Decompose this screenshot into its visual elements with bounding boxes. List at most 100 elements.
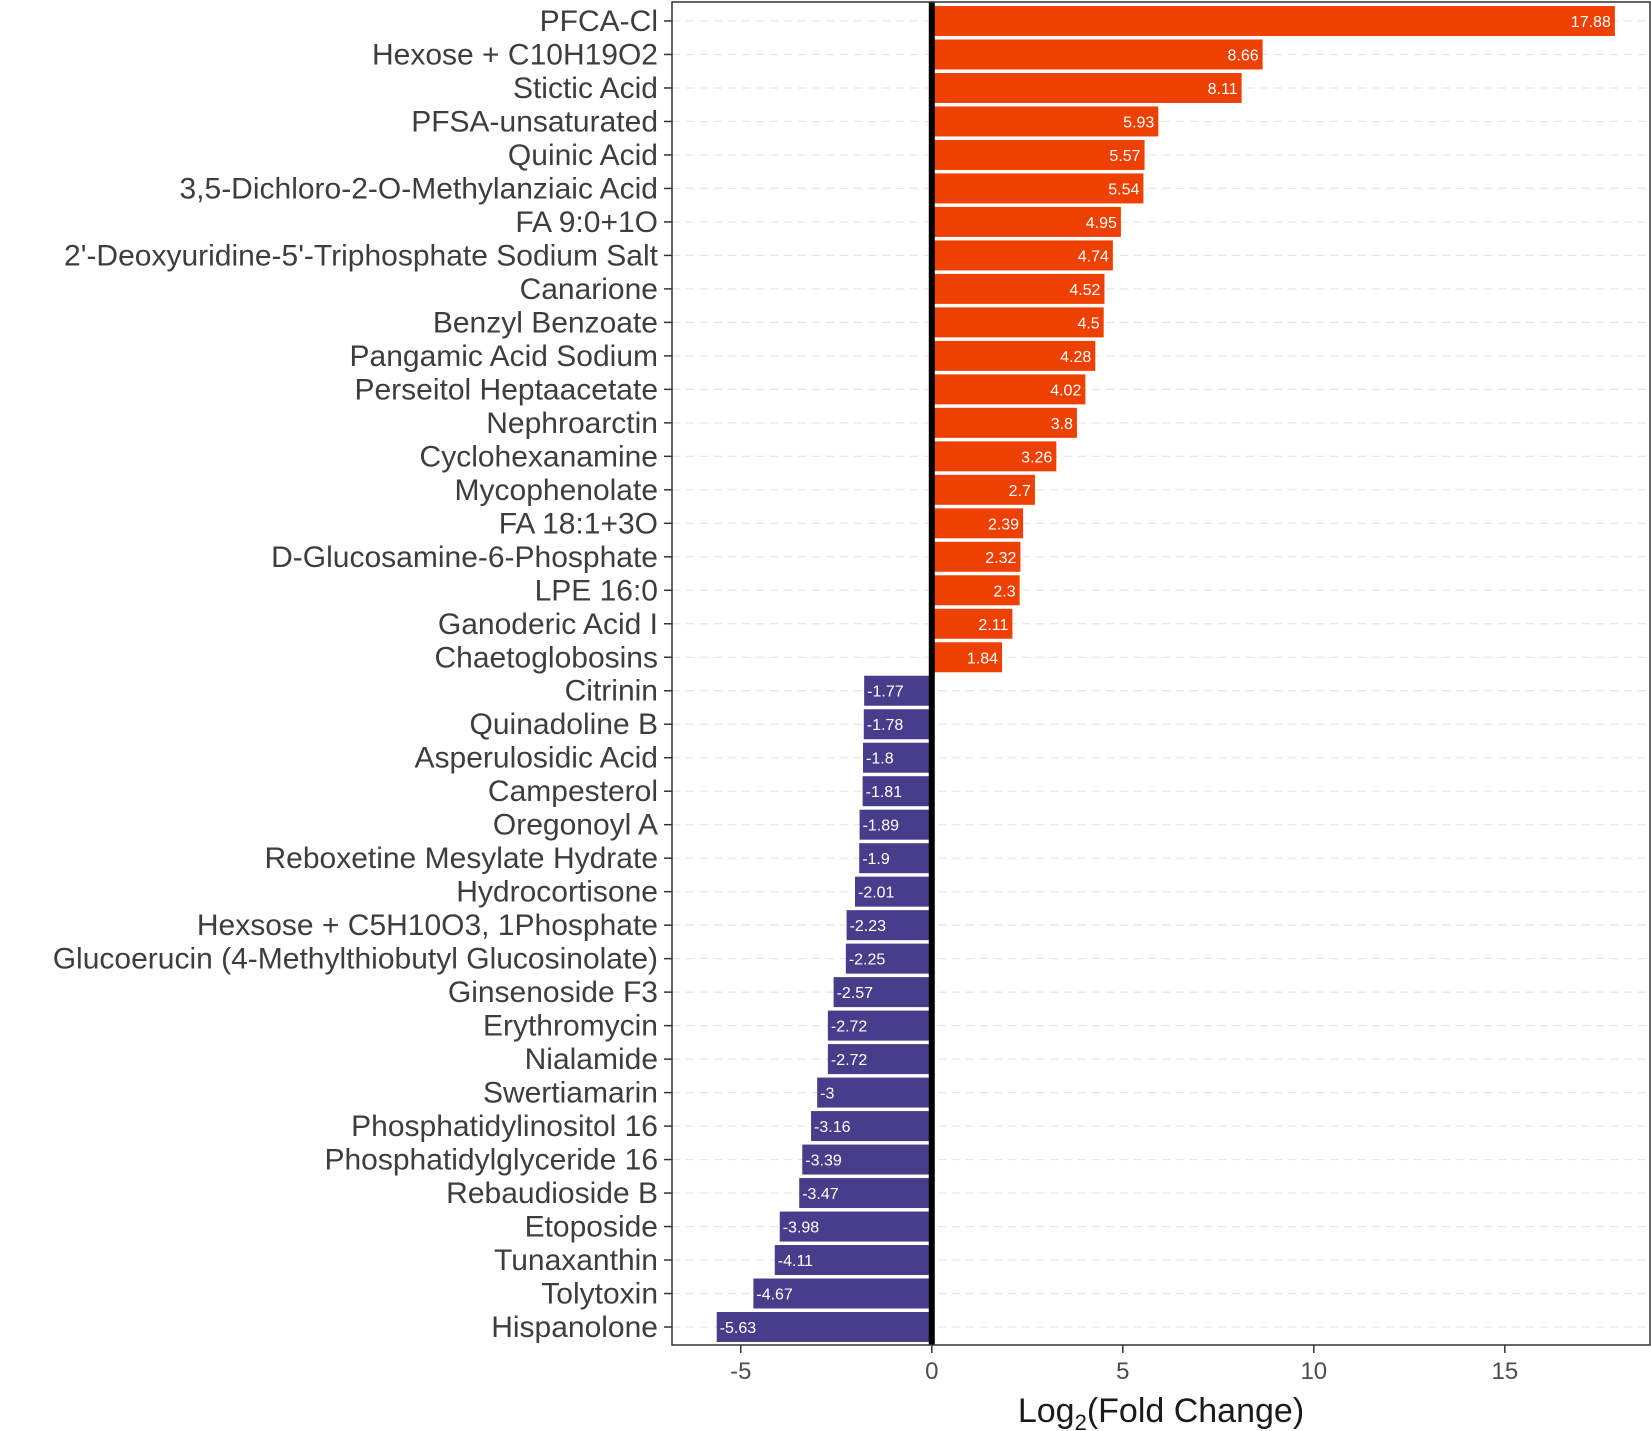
- bar: [774, 1245, 932, 1276]
- bar: [931, 206, 1121, 237]
- value-label: -3.98: [783, 1220, 820, 1237]
- value-label: 8.66: [1227, 47, 1258, 64]
- bar: [753, 1278, 932, 1309]
- category-label: Chaetoglobosins: [435, 641, 659, 674]
- value-label-layer: 17.88 8.66 8.11 5.93 5.57 5.54 4.95 4.74 4.52 4.5…: [720, 14, 1611, 1337]
- bar: [863, 742, 932, 773]
- bar: [931, 642, 1003, 673]
- value-label: 2.7: [1009, 483, 1031, 500]
- category-label: Phosphatidylglyceride 16: [324, 1144, 658, 1177]
- value-label: -2.25: [849, 952, 886, 969]
- category-label: Hydrocortisone: [456, 876, 658, 909]
- value-label: -1.89: [863, 818, 900, 835]
- value-label: 2.11: [978, 617, 1008, 634]
- value-label: 2.39: [988, 516, 1019, 533]
- bar: [854, 876, 932, 907]
- category-label: Asperulosidic Acid: [415, 742, 658, 775]
- bar: [846, 910, 932, 941]
- bar: [931, 407, 1077, 438]
- value-label: -3: [820, 1086, 834, 1103]
- bar: [859, 843, 932, 874]
- category-label: Tunaxanthin: [494, 1244, 658, 1277]
- category-label: Hexose + C10H19O2: [372, 38, 658, 71]
- category-label: Hispanolone: [491, 1311, 658, 1344]
- value-label: -5.63: [720, 1320, 757, 1337]
- value-label: -3.39: [805, 1153, 842, 1170]
- bar: [862, 776, 932, 807]
- category-label: 2'-Deoxyuridine-5'-Triphosphate Sodium S…: [64, 239, 659, 272]
- bar: [931, 106, 1159, 137]
- bar-layer: [716, 6, 1615, 1342]
- value-label: 4.74: [1078, 248, 1109, 265]
- x-tick-label: 0: [925, 1358, 938, 1385]
- bar: [931, 173, 1144, 204]
- value-label: -4.67: [756, 1287, 793, 1304]
- category-label: PFCA-Cl: [540, 5, 658, 38]
- bar: [799, 1178, 932, 1209]
- category-label: PFSA-unsaturated: [411, 105, 658, 138]
- value-label: -1.77: [867, 684, 904, 701]
- category-label: Erythromycin: [483, 1010, 658, 1043]
- bar: [931, 441, 1057, 472]
- category-label: FA 18:1+3O: [499, 507, 658, 540]
- plot-panel: [672, 2, 1650, 1345]
- bar: [864, 675, 932, 706]
- bar: [931, 72, 1242, 103]
- bar: [931, 240, 1113, 271]
- value-label: -2.57: [837, 985, 874, 1002]
- value-label: 17.88: [1571, 14, 1611, 31]
- value-label: -1.8: [866, 751, 894, 768]
- x-tick-label: 15: [1491, 1358, 1518, 1385]
- category-label: Reboxetine Mesylate Hydrate: [264, 842, 658, 875]
- value-label: -1.78: [867, 717, 904, 734]
- x-tick-label: 10: [1300, 1358, 1327, 1385]
- category-label: Phosphatidylinositol 16: [351, 1110, 658, 1143]
- category-label: Benzyl Benzoate: [433, 306, 658, 339]
- bar: [931, 608, 1013, 639]
- value-label: -1.9: [862, 851, 890, 868]
- bar: [827, 1044, 932, 1075]
- category-label: Quinic Acid: [508, 139, 658, 172]
- value-label: 4.95: [1086, 215, 1117, 232]
- category-label: Rebaudioside B: [446, 1177, 658, 1210]
- category-label: Hexsose + C5H10O3, 1Phosphate: [197, 909, 658, 942]
- category-label: LPE 16:0: [535, 574, 658, 607]
- bar: [931, 39, 1263, 70]
- bar: [845, 943, 932, 974]
- value-label: -4.11: [778, 1253, 813, 1270]
- bar: [817, 1077, 932, 1108]
- bar: [931, 6, 1615, 36]
- category-label: Quinadoline B: [470, 708, 658, 741]
- category-label: Nephroarctin: [486, 407, 658, 440]
- value-label: 1.84: [967, 650, 998, 667]
- x-axis-title: Log2(Fold Change): [1018, 1392, 1304, 1431]
- bar: [931, 575, 1020, 606]
- value-label: 5.54: [1108, 181, 1139, 198]
- category-label: Pangamic Acid Sodium: [350, 340, 659, 373]
- value-label: -2.72: [831, 1019, 868, 1036]
- category-label: Stictic Acid: [513, 72, 658, 105]
- bar: [931, 273, 1105, 304]
- bar: [931, 541, 1021, 572]
- bar: [833, 977, 932, 1008]
- value-label: -3.16: [814, 1119, 851, 1136]
- value-label: 4.5: [1077, 315, 1099, 332]
- bar: [779, 1211, 932, 1242]
- category-label: Swertiamarin: [483, 1077, 658, 1110]
- bar: [859, 809, 932, 840]
- category-label: Nialamide: [525, 1043, 658, 1076]
- value-label: 8.11: [1208, 81, 1238, 98]
- category-label: Cyclohexanamine: [420, 440, 658, 473]
- category-label: Ginsenoside F3: [448, 976, 658, 1009]
- category-label: Etoposide: [525, 1211, 658, 1244]
- x-tick-label: -5: [730, 1358, 751, 1385]
- value-label: -3.47: [802, 1186, 839, 1203]
- category-label: Canarione: [520, 273, 658, 306]
- category-label: Citrinin: [565, 675, 658, 708]
- value-label: -2.23: [850, 918, 887, 935]
- bar: [827, 1010, 932, 1041]
- category-label: Campesterol: [488, 775, 658, 808]
